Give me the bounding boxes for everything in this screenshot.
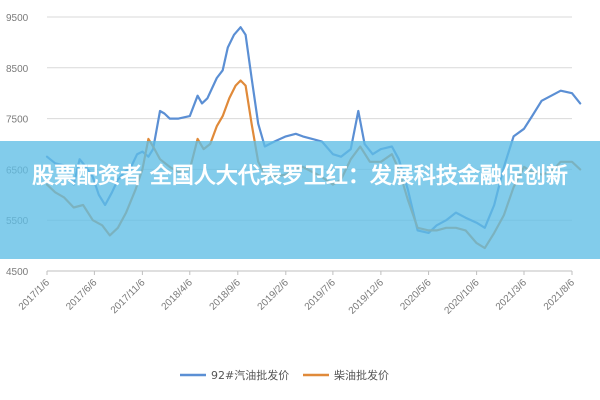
y-tick-label: 9500	[6, 13, 29, 24]
x-tick-label: 2019/7/6	[303, 277, 339, 313]
headline-banner	[0, 141, 600, 259]
headline-text: 股票配资者 全国人大代表罗卫红：发展科技金融促创新	[32, 164, 568, 189]
x-tick-label: 2020/10/6	[442, 277, 482, 317]
legend-label: 柴油批发价	[334, 368, 389, 382]
x-tick-label: 2019/2/6	[256, 277, 292, 313]
x-tick-label: 2017/6/6	[64, 277, 100, 313]
legend-label: 92#汽油批发价	[211, 368, 289, 382]
y-tick-label: 8500	[6, 64, 29, 75]
x-tick-label: 2020/5/6	[398, 277, 434, 313]
x-tick-label: 2019/12/6	[347, 277, 387, 317]
x-tick-label: 2017/11/6	[109, 277, 148, 316]
x-tick-label: 2021/3/6	[494, 277, 530, 313]
legend: 92#汽油批发价 柴油批发价	[180, 368, 389, 382]
x-tick-label: 2018/4/6	[160, 277, 196, 313]
x-axis: 2017/1/6 2017/6/6 2017/11/6 2018/4/6 2018/9/…	[17, 270, 578, 317]
x-tick-label: 2021/8/6	[542, 277, 578, 313]
y-tick-label: 4500	[6, 267, 29, 278]
x-tick-label: 2018/9/6	[208, 277, 244, 313]
x-tick-label: 2017/1/6	[17, 277, 53, 313]
y-tick-label: 7500	[6, 115, 29, 126]
